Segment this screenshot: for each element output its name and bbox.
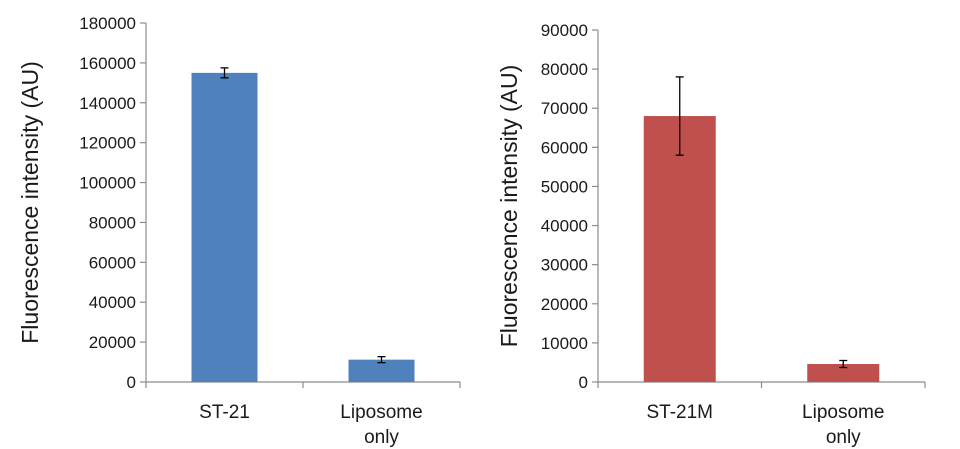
chart-1: 0 20000 40000 60000 80000 100000 120000 140000 1… <box>17 14 460 448</box>
x-category-label: Liposome only <box>802 402 884 448</box>
y-tick-label: 70000 <box>541 99 588 118</box>
y-axis-title: Fluorescence intensity (AU) <box>17 61 43 344</box>
y-tick-label: 50000 <box>541 177 588 196</box>
y-tick-label: 160000 <box>79 54 136 73</box>
y-tick-label: 40000 <box>541 217 588 236</box>
x-category-label-line: Liposome <box>340 402 422 423</box>
y-tick-label: 80000 <box>89 213 136 232</box>
x-category-label-line: ST-21M <box>646 402 713 423</box>
x-category-label: ST-21M <box>646 402 713 423</box>
y-tick-label: 140000 <box>79 94 136 113</box>
y-tick-label: 20000 <box>89 333 136 352</box>
y-tick-label: 30000 <box>541 256 588 275</box>
y-tick-label: 60000 <box>89 253 136 272</box>
chart-2: 0 10000 20000 30000 40000 50000 60000 70000 8000… <box>496 21 925 448</box>
y-tick-label: 60000 <box>541 138 588 157</box>
bar-1 <box>644 116 716 382</box>
y-tick-label: 100000 <box>79 174 136 193</box>
y-tick-label: 120000 <box>79 134 136 153</box>
y-axis-title: Fluorescence intensity (AU) <box>496 65 522 348</box>
y-tick-label: 0 <box>579 373 588 392</box>
y-tick-label: 80000 <box>541 60 588 79</box>
y-tick-label: 0 <box>127 373 136 392</box>
x-category-label-line: ST-21 <box>199 402 250 423</box>
y-tick-label: 10000 <box>541 334 588 353</box>
y-tick-label: 40000 <box>89 293 136 312</box>
x-category-label-line: only <box>364 427 399 448</box>
y-tick-label: 180000 <box>79 14 136 33</box>
x-category-label: Liposome only <box>340 402 422 448</box>
x-category-label-line: only <box>826 427 861 448</box>
y-tick-label: 20000 <box>541 295 588 314</box>
bar-1 <box>192 73 258 382</box>
x-category-label: ST-21 <box>199 402 250 423</box>
x-category-label-line: Liposome <box>802 402 884 423</box>
y-tick-label: 90000 <box>541 21 588 40</box>
